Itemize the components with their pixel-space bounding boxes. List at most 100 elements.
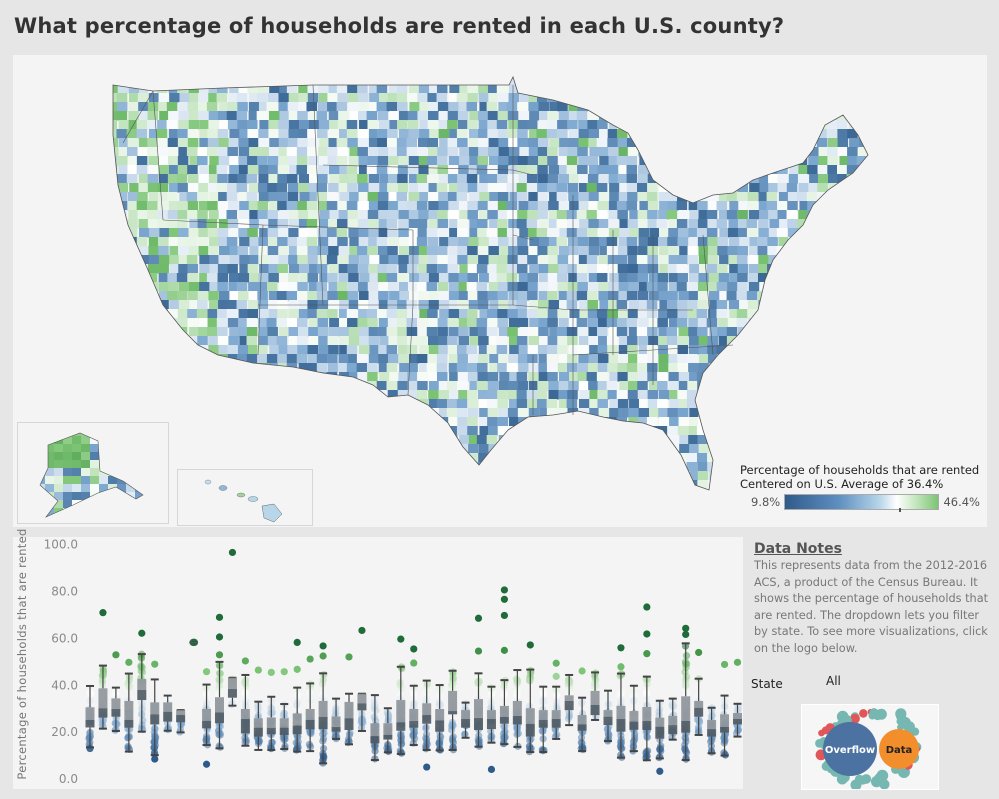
county-cell [557, 255, 569, 265]
county-cell [369, 453, 380, 463]
state-box-ND[interactable] [525, 641, 535, 756]
county-cell [137, 192, 148, 202]
county-cell [63, 452, 73, 461]
county-point [500, 722, 508, 730]
state-box-OK[interactable] [551, 659, 561, 741]
county-cell [798, 399, 809, 409]
state-box-CO[interactable] [150, 660, 160, 763]
state-box-CT[interactable] [163, 692, 173, 734]
county-cell [639, 156, 650, 166]
box-lower [176, 715, 186, 723]
state-box-IN[interactable] [266, 668, 276, 753]
county-cell [797, 147, 808, 157]
county-cell [736, 147, 748, 157]
county-cell [99, 452, 109, 461]
county-cell [497, 174, 508, 184]
state-box-LA[interactable] [318, 642, 328, 767]
state-box-ME[interactable] [331, 696, 341, 743]
county-cell [827, 417, 838, 427]
county-cell [547, 84, 558, 94]
county-cell [248, 291, 260, 301]
county-cell [528, 453, 539, 463]
state-box-NM[interactable] [486, 683, 497, 773]
state-box-KS[interactable] [292, 638, 302, 754]
hawaii-inset[interactable] [177, 469, 313, 526]
county-cell [507, 381, 519, 391]
county-cell [317, 228, 329, 238]
county-cell [768, 309, 779, 319]
state-box-ID[interactable] [240, 657, 250, 747]
county-cell [507, 480, 519, 490]
state-box-MS[interactable] [396, 635, 406, 757]
county-cell [377, 246, 389, 256]
county-cell [238, 318, 249, 328]
state-box-NC[interactable] [512, 669, 522, 750]
state-box-NE[interactable] [435, 683, 445, 754]
county-cell [529, 300, 540, 310]
county-cell [506, 102, 518, 112]
county-cell [737, 273, 748, 283]
county-cell [776, 228, 788, 238]
county-cell [797, 336, 808, 346]
county-cell [288, 120, 300, 130]
county-cell [688, 435, 699, 445]
state-box-MO[interactable] [409, 645, 419, 747]
county-cell [266, 102, 278, 112]
state-box-IL[interactable] [253, 666, 263, 751]
alaska-inset[interactable] [17, 422, 169, 524]
state-box-MT[interactable] [422, 679, 432, 771]
state-box-AL[interactable] [85, 684, 95, 753]
county-cell [148, 390, 159, 400]
county-cell [618, 147, 630, 157]
county-cell [469, 327, 480, 337]
state-box-MN[interactable] [383, 707, 393, 756]
county-cell [229, 255, 240, 265]
state-box-GA[interactable] [214, 613, 225, 751]
state-box-AK[interactable] [98, 609, 108, 730]
state-box-MD[interactable] [344, 653, 354, 747]
county-cell [697, 471, 709, 481]
county-cell [527, 399, 538, 409]
county-cell [397, 318, 408, 328]
state-box-MA[interactable] [357, 626, 367, 732]
county-cell [608, 111, 619, 121]
state-box-KY[interactable] [305, 655, 315, 753]
county-cell [238, 165, 250, 175]
county-cell [306, 237, 318, 247]
state-box-OH[interactable] [538, 685, 548, 755]
county-cell [778, 102, 790, 112]
state-box-HI[interactable] [227, 548, 238, 709]
county-cell [457, 471, 468, 481]
state-box-CA[interactable] [137, 629, 147, 734]
state-box-IA[interactable] [279, 668, 289, 752]
state-box-FL[interactable] [201, 668, 212, 768]
state-box-NY[interactable] [499, 586, 509, 748]
state-box-AR[interactable] [124, 658, 134, 753]
county-cell [698, 93, 710, 103]
county-cell [748, 156, 760, 166]
county-cell [327, 309, 338, 319]
county-cell [327, 336, 339, 346]
county-cell [708, 489, 720, 490]
state-box-NV[interactable] [448, 668, 458, 754]
county-cell [647, 390, 659, 400]
county-cell [677, 120, 689, 130]
county-cell [869, 246, 880, 256]
county-cell [667, 237, 678, 247]
state-box-AZ[interactable] [111, 651, 121, 734]
county-cell [727, 246, 738, 256]
county-cell [686, 390, 698, 400]
state-box-NH[interactable] [461, 699, 471, 739]
state-box-DE[interactable] [176, 709, 186, 736]
county-cell [227, 399, 238, 409]
state-box-NJ[interactable] [473, 614, 483, 750]
state-box-MI[interactable] [370, 694, 380, 763]
county-cell [226, 192, 238, 202]
county-cell [327, 399, 338, 409]
state-box-DC[interactable] [189, 638, 199, 647]
county-cell [516, 300, 528, 310]
county-cell [586, 183, 598, 193]
county-cell [257, 282, 269, 292]
county-cell [368, 354, 380, 364]
county-cell [778, 390, 790, 400]
